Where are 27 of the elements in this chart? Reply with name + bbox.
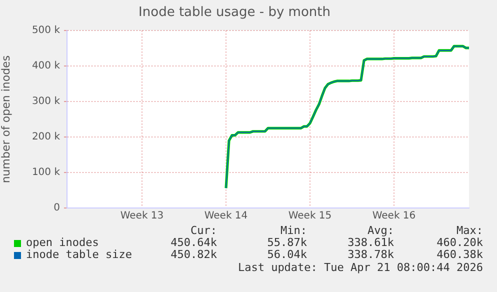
y-tick-label: 300 k: [32, 96, 60, 108]
text: 338.78k: [348, 248, 394, 261]
text: Last update: Tue Apr 21 08:00:44 2026: [238, 261, 483, 274]
text: Min:: [280, 224, 307, 237]
text: Cur:: [190, 224, 217, 237]
text: Avg:: [368, 224, 394, 237]
y-tick-label: 100 k: [32, 167, 60, 178]
legend-label: open inodes: [26, 236, 99, 249]
y-tick-label: 400 k: [32, 60, 60, 72]
y-axis-title: number of open inodes: [0, 55, 12, 184]
x-tick-label: Week 13: [120, 210, 164, 222]
x-tick-label: Week 14: [204, 210, 248, 222]
y-tick-label: 200 k: [32, 132, 60, 143]
y-tick-label: 0: [54, 202, 60, 214]
text: 56.04k: [267, 248, 307, 261]
legend-label: inode table size: [26, 248, 132, 261]
y-tick-label: 500 k: [32, 25, 60, 36]
x-tick-label: Week 15: [288, 210, 332, 222]
text: Max:: [456, 224, 483, 237]
text: 55.87k: [267, 236, 307, 249]
x-tick-label: Week 16: [372, 210, 416, 222]
text: 460.38k: [436, 248, 483, 261]
text: 460.20k: [436, 236, 483, 249]
text: 450.82k: [170, 248, 217, 261]
text: 338.61k: [348, 236, 394, 249]
text: 450.64k: [170, 236, 217, 249]
chart-title: Inode table usage - by month: [138, 5, 330, 20]
